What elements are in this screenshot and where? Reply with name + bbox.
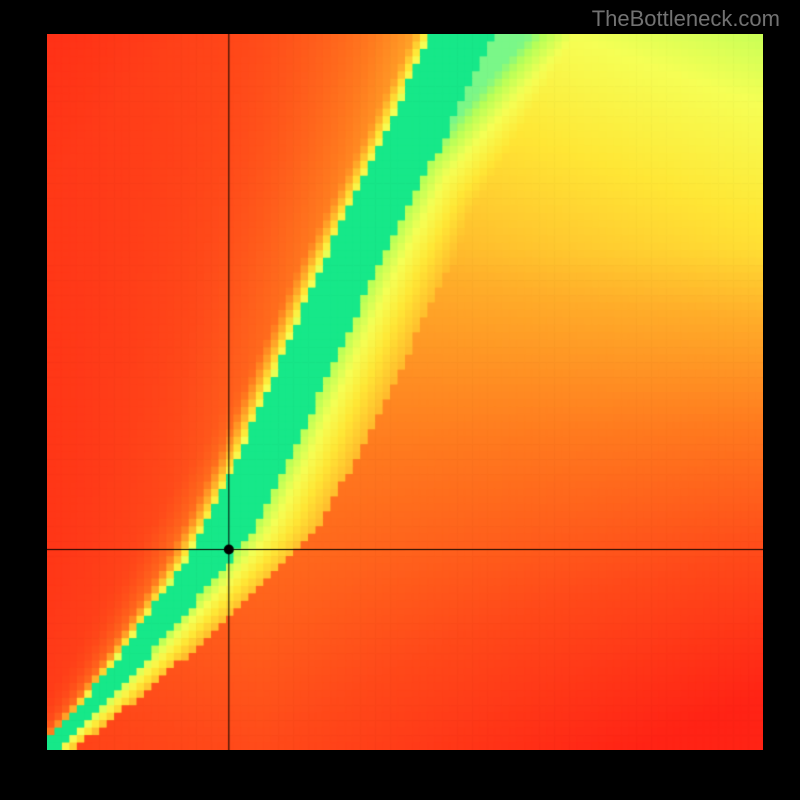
watermark-text: TheBottleneck.com bbox=[592, 6, 780, 32]
heatmap-canvas bbox=[47, 34, 763, 750]
bottleneck-heatmap bbox=[47, 34, 763, 750]
